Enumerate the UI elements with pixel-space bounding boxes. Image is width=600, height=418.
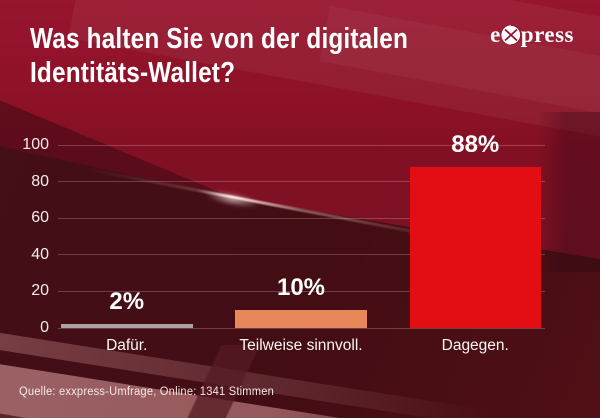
gridline-100 xyxy=(58,144,545,146)
y-tick-label-0: 0 xyxy=(40,319,49,336)
y-tick-label-60: 60 xyxy=(31,209,49,227)
gridline-60 xyxy=(58,217,545,219)
bar-value-label-teilweise-sinnvoll: 10% xyxy=(276,273,326,301)
bar-category-label-dagegen: Dagegen. xyxy=(441,337,509,354)
background-right-shade xyxy=(538,112,600,272)
gridline-20 xyxy=(58,290,545,292)
gridline-40 xyxy=(58,254,545,256)
bar-category-label-daf-r: Dafür. xyxy=(106,337,148,354)
y-tick-label-100: 100 xyxy=(22,136,49,153)
gridline-80 xyxy=(58,181,545,183)
exxpress-roundel-icon xyxy=(501,24,521,46)
y-tick-label-20: 20 xyxy=(31,282,49,300)
bar-dagegen xyxy=(409,166,541,328)
bar-teilweise-sinnvoll xyxy=(235,309,367,328)
page-title: Was halten Sie von der digitalen Identit… xyxy=(30,22,408,90)
background-corner-stripe xyxy=(0,410,355,418)
y-tick-label-80: 80 xyxy=(31,172,49,190)
bar-category-label-teilweise-sinnvoll: Teilweise sinnvoll. xyxy=(239,337,363,354)
source-caption: Quelle: exxpress-Umfrage, Online: 1341 S… xyxy=(19,386,275,398)
logo-text-suffix: press xyxy=(520,22,574,47)
bar-value-label-dagegen: 88% xyxy=(451,130,500,158)
page-title-line1: Was halten Sie von der digitalen xyxy=(30,23,409,55)
bar-value-label-daf-r: 2% xyxy=(109,288,145,315)
logo-text-prefix: e xyxy=(490,22,501,47)
plot-area: 100 80 60 40 20 0 2% Dafür. 10% Teilweise sinnvol… xyxy=(22,131,545,354)
gridline-0 xyxy=(58,327,545,329)
page-title-line2: Identitäts-Wallet? xyxy=(30,57,236,89)
bar-daf-r xyxy=(61,324,193,328)
y-tick-label-40: 40 xyxy=(31,245,49,263)
background-cross-stripe xyxy=(130,345,300,418)
exxpress-logo: e press xyxy=(490,22,574,48)
